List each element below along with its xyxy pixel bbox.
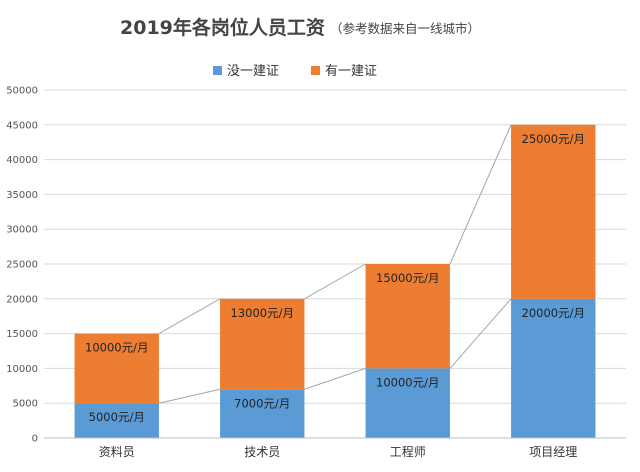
series-line [158, 298, 221, 335]
data-label: 15000元/月 [376, 271, 439, 285]
series-line [449, 298, 512, 369]
x-axis: 资料员 技术员 工程师 项目经理 [44, 437, 626, 459]
series-line [304, 367, 366, 390]
series-line [449, 124, 512, 265]
bar-with-cert [511, 124, 596, 299]
bar-with-cert [365, 264, 450, 369]
bar-no-cert [511, 298, 596, 438]
legend: 没一建证 有一建证 [213, 64, 377, 79]
data-label: 25000元/月 [522, 132, 585, 146]
data-label: 10000元/月 [376, 375, 439, 389]
y-tick-label: 15000 [6, 329, 38, 340]
series-line [158, 388, 221, 404]
series-lines [158, 124, 512, 404]
bar-with-cert [220, 298, 305, 390]
legend-label-no-cert: 没一建证 [227, 64, 279, 79]
y-tick-label: 20000 [6, 294, 38, 305]
bar-no-cert [365, 368, 450, 438]
bar-no-cert [74, 403, 159, 438]
x-category-label: 技术员 [244, 445, 280, 459]
y-tick-label: 10000 [6, 364, 38, 375]
y-tick-label: 25000 [6, 260, 38, 271]
x-category-label: 工程师 [390, 444, 426, 459]
y-tick-label: 35000 [6, 190, 38, 201]
y-tick-label: 5000 [13, 399, 38, 410]
bar-no-cert [220, 389, 305, 438]
data-label: 5000元/月 [89, 410, 145, 424]
data-label: 13000元/月 [231, 306, 294, 320]
y-tick-label: 30000 [6, 225, 38, 236]
legend-swatch-no-cert [213, 66, 222, 75]
bar-with-cert [74, 333, 159, 404]
chart-title: 2019年各岗位人员工资 [120, 16, 325, 39]
data-label: 10000元/月 [85, 341, 148, 355]
y-tick-label: 45000 [6, 120, 38, 131]
data-label: 20000元/月 [522, 306, 585, 320]
legend-swatch-with-cert [311, 66, 320, 75]
chart-subtitle: （参考数据来自一线城市） [330, 21, 480, 36]
data-label: 7000元/月 [234, 396, 290, 410]
series-line [304, 263, 366, 300]
y-axis: 0 5000 10000 15000 20000 25000 30000 35000 40000… [6, 86, 38, 445]
data-labels: 5000元/月 10000元/月 7000元/月 13000元/月 10000元/月 15… [85, 132, 585, 424]
y-tick-label: 0 [32, 434, 38, 445]
bars [74, 124, 596, 438]
y-tick-label: 50000 [6, 86, 38, 97]
x-category-label: 项目经理 [529, 445, 577, 459]
legend-label-with-cert: 有一建证 [325, 64, 377, 79]
y-tick-label: 40000 [6, 155, 38, 166]
x-category-label: 资料员 [99, 445, 135, 459]
